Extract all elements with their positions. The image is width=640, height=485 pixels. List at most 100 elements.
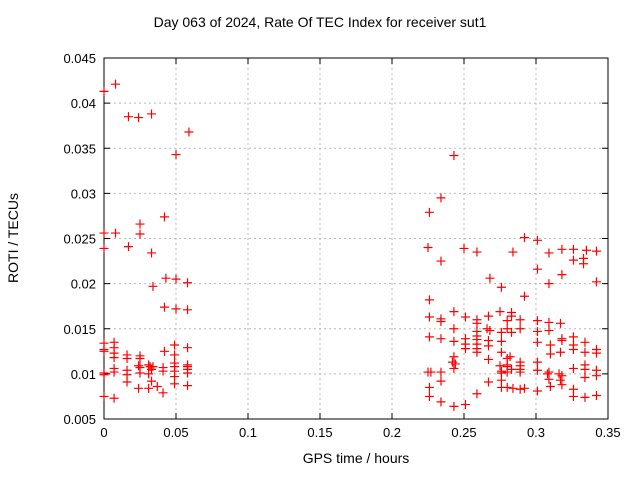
- data-point-marker: [532, 386, 542, 396]
- data-point-marker: [544, 374, 554, 384]
- data-point-marker: [144, 383, 154, 393]
- data-point-marker: [591, 277, 601, 287]
- data-point-marker: [158, 388, 168, 398]
- data-point-marker: [122, 354, 132, 364]
- x-tick-label: 0.25: [451, 425, 476, 440]
- data-point-marker: [568, 345, 578, 355]
- data-point-marker: [449, 150, 459, 160]
- data-point-marker: [557, 270, 567, 280]
- data-point-marker: [580, 364, 590, 374]
- data-point-marker: [161, 273, 171, 283]
- data-point-marker: [183, 343, 193, 353]
- data-point-marker: [134, 361, 144, 371]
- y-tick-label: 0.015: [63, 322, 96, 337]
- data-point-marker: [436, 397, 446, 407]
- data-point-marker: [515, 315, 525, 325]
- data-point-marker: [424, 382, 434, 392]
- data-point-marker: [532, 326, 542, 336]
- data-point-marker: [496, 347, 506, 357]
- data-point-marker: [99, 391, 109, 401]
- data-point-marker: [449, 307, 459, 317]
- data-point-marker: [449, 352, 459, 362]
- data-point-marker: [424, 391, 434, 401]
- data-point-marker: [170, 340, 180, 350]
- data-point-marker: [544, 326, 554, 336]
- data-point-marker: [472, 347, 482, 357]
- data-point-marker: [472, 247, 482, 257]
- data-point-marker: [99, 243, 109, 253]
- data-point-marker: [555, 347, 565, 357]
- data-point-marker: [424, 312, 434, 322]
- data-point-marker: [158, 366, 168, 376]
- data-point-marker: [171, 150, 181, 160]
- data-point-marker: [459, 243, 469, 253]
- y-tick-label: 0.025: [63, 232, 96, 247]
- tick-layer: [103, 57, 609, 420]
- data-point-marker: [183, 381, 193, 391]
- data-point-marker: [515, 384, 525, 394]
- data-point-marker: [123, 112, 133, 122]
- data-point-marker: [544, 279, 554, 289]
- data-point-marker: [580, 392, 590, 402]
- data-point-marker: [135, 219, 145, 229]
- y-tick-label: 0.04: [71, 96, 96, 111]
- data-point-marker: [544, 248, 554, 258]
- data-point-marker: [109, 353, 119, 363]
- data-point-marker: [557, 371, 567, 381]
- data-point-marker: [144, 369, 154, 379]
- y-tick-label: 0.01: [71, 367, 96, 382]
- data-point-marker: [183, 368, 193, 378]
- data-point-marker: [134, 113, 144, 123]
- data-point-marker: [170, 379, 180, 389]
- data-point-marker: [99, 370, 109, 380]
- tick-label-layer: 0 0.05 0.1 0.15 0.2 0.25 0.3 0.35 0.005 0.01 0.015…: [63, 51, 620, 440]
- x-tick-label: 0.15: [307, 425, 332, 440]
- grid-layer: [103, 57, 609, 420]
- data-point-marker: [483, 311, 493, 321]
- data-point-marker: [545, 340, 555, 350]
- data-point-marker: [507, 311, 517, 321]
- data-point-marker: [147, 248, 157, 258]
- data-point-marker: [424, 295, 434, 305]
- y-tick-label: 0.03: [71, 186, 96, 201]
- data-point-marker: [135, 229, 145, 239]
- data-point-marker: [507, 327, 517, 337]
- data-point-marker: [502, 382, 512, 392]
- data-point-marker: [122, 377, 132, 387]
- data-point-marker: [483, 377, 493, 387]
- data-point-marker: [152, 382, 162, 392]
- data-point-marker: [147, 376, 157, 386]
- data-point-marker: [171, 304, 181, 314]
- y-tick-label: 0.005: [63, 412, 96, 427]
- data-point-marker: [532, 235, 542, 245]
- data-point-marker: [159, 212, 169, 222]
- data-point-marker: [591, 246, 601, 256]
- data-point-marker: [148, 362, 158, 372]
- data-point-marker: [580, 372, 590, 382]
- data-point-marker: [568, 244, 578, 254]
- data-point-marker: [485, 326, 495, 336]
- data-point-marker: [532, 365, 542, 375]
- data-point-marker: [171, 274, 181, 284]
- data-point-marker: [502, 367, 512, 377]
- data-point-marker: [134, 383, 144, 393]
- data-point-marker: [557, 335, 567, 345]
- x-tick-label: 0.2: [383, 425, 401, 440]
- data-point-marker: [99, 86, 109, 96]
- data-point-marker: [460, 400, 470, 410]
- x-tick-label: 0: [100, 425, 107, 440]
- data-point-marker: [568, 363, 578, 373]
- data-point-marker: [532, 316, 542, 326]
- x-tick-label: 0.1: [239, 425, 257, 440]
- data-point-marker: [580, 337, 590, 347]
- data-point-marker: [483, 341, 493, 351]
- data-point-marker: [184, 127, 194, 137]
- data-point-marker: [472, 318, 482, 328]
- data-points-layer: [99, 79, 601, 411]
- data-point-marker: [532, 264, 542, 274]
- data-point-marker: [502, 324, 512, 334]
- y-axis-label: ROTI / TECUs: [5, 193, 21, 283]
- data-point-marker: [424, 207, 434, 217]
- data-point-marker: [148, 281, 158, 291]
